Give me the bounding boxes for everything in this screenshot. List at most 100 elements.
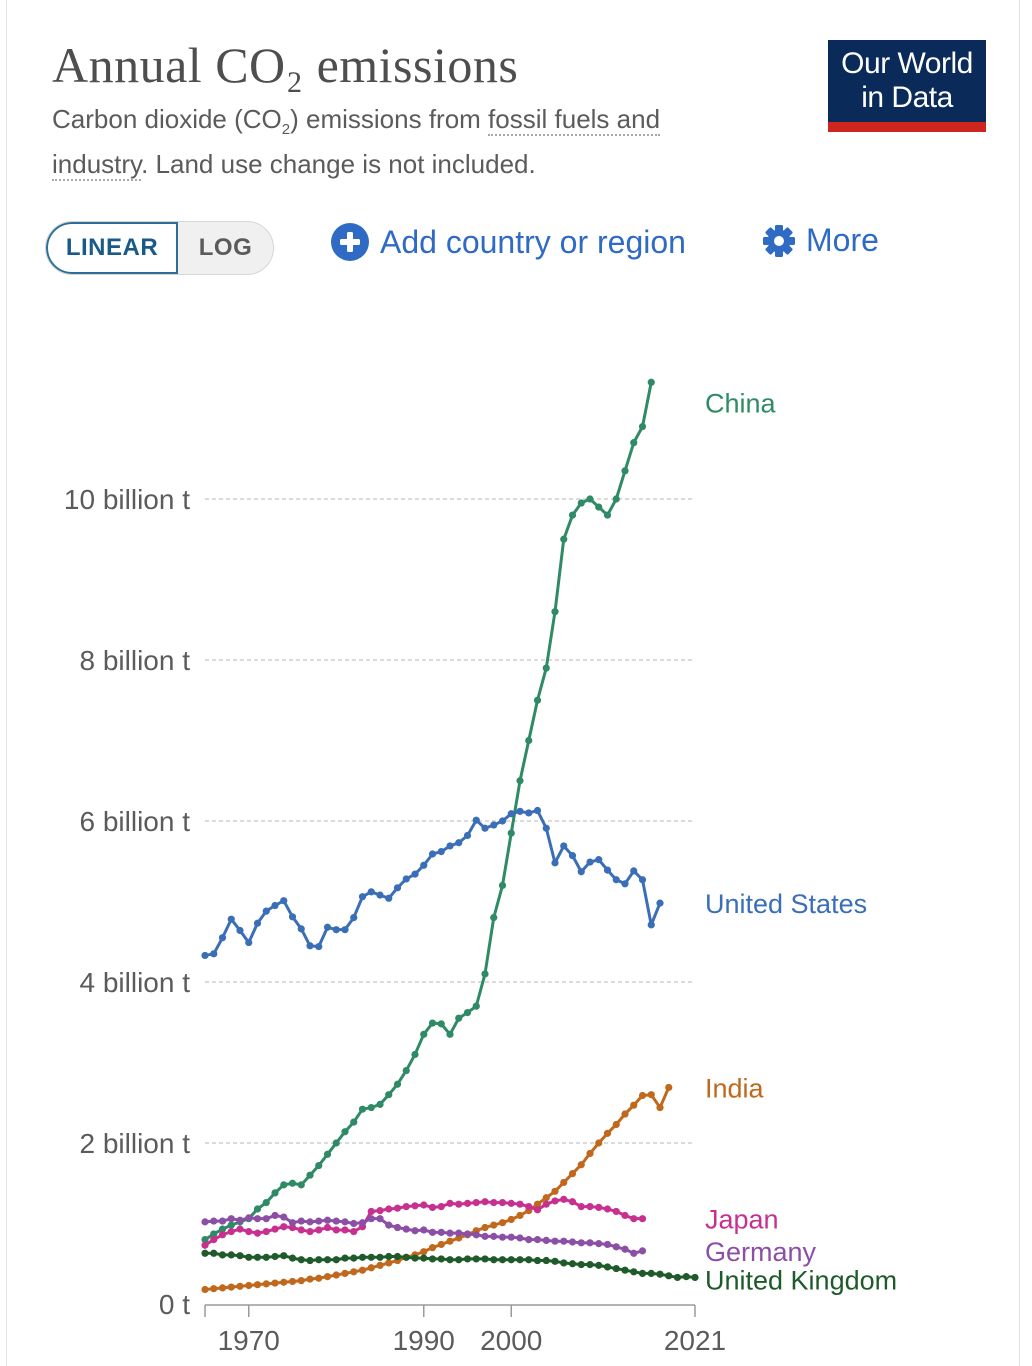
- united-states-point: [367, 888, 375, 896]
- united-kingdom-point: [315, 1256, 323, 1264]
- gear-icon: [763, 224, 795, 257]
- united-kingdom-point: [638, 1269, 647, 1278]
- chart-card: Annual CO₂ emissions Carbon dioxide (CO2…: [6, 0, 1020, 1366]
- germany-point: [315, 1217, 323, 1225]
- india-point: [245, 1281, 253, 1290]
- germany-point: [525, 1236, 533, 1244]
- united-states-point: [227, 915, 235, 923]
- germany-point: [350, 1219, 358, 1228]
- log-scale-button[interactable]: LOG: [198, 234, 253, 261]
- united-kingdom-point: [551, 1257, 559, 1265]
- china-point: [638, 422, 647, 431]
- india-point: [490, 1221, 498, 1229]
- united-states-point: [533, 806, 542, 815]
- china-point: [262, 1198, 270, 1207]
- japan-point: [560, 1195, 568, 1203]
- germany-point: [323, 1216, 332, 1224]
- subtitle-text-1: Carbon dioxide (CO: [52, 104, 282, 134]
- united-kingdom-point: [560, 1259, 568, 1267]
- linear-scale-button[interactable]: LINEAR: [46, 222, 178, 274]
- china-label: China: [705, 388, 777, 418]
- china-line: [204, 381, 653, 1241]
- japan-point: [411, 1202, 419, 1210]
- japan-point: [271, 1225, 279, 1233]
- united-states-point: [271, 901, 279, 910]
- india-point: [218, 1284, 227, 1292]
- japan-point: [428, 1203, 437, 1211]
- fossil-fuels-link[interactable]: fossil fuels and industry: [52, 104, 661, 182]
- germany-point: [603, 1240, 612, 1249]
- india-point: [481, 1223, 489, 1232]
- add-country-button[interactable]: Add country or region: [330, 222, 686, 262]
- china-point: [612, 495, 620, 503]
- united-kingdom-point: [350, 1254, 358, 1262]
- chart-title: Annual CO₂ emissions: [52, 37, 519, 93]
- japan-point: [630, 1215, 638, 1223]
- united-states-point: [280, 897, 288, 905]
- x-tick-label: 1990: [393, 1325, 455, 1356]
- china-point: [227, 1221, 235, 1229]
- united-kingdom-point: [621, 1266, 629, 1274]
- united-kingdom-point: [402, 1253, 410, 1261]
- india-point: [297, 1277, 305, 1285]
- india-point: [332, 1271, 340, 1279]
- india-point: [638, 1091, 647, 1100]
- china-point: [603, 511, 612, 519]
- united-kingdom-point: [446, 1256, 454, 1264]
- india-point: [516, 1211, 524, 1220]
- china-point: [218, 1225, 227, 1233]
- japan-point: [253, 1229, 262, 1237]
- india-point: [358, 1266, 367, 1274]
- china-point: [621, 467, 629, 475]
- united-states-point: [507, 810, 515, 818]
- china-point: [490, 914, 498, 922]
- united-kingdom-point: [297, 1256, 305, 1264]
- united-states-point: [630, 867, 638, 875]
- china-point: [577, 499, 585, 507]
- india-point: [306, 1275, 314, 1283]
- china-point: [210, 1230, 218, 1238]
- united-kingdom-point: [210, 1249, 218, 1257]
- india-point: [542, 1194, 550, 1202]
- india-point: [568, 1169, 577, 1178]
- india-point: [586, 1149, 594, 1158]
- japan-point: [568, 1198, 577, 1206]
- china-point: [437, 1020, 445, 1028]
- chart-subtitle: Carbon dioxide (CO2) emissions from foss…: [52, 102, 732, 182]
- germany-label: Germany: [705, 1237, 817, 1267]
- united-kingdom-point: [630, 1268, 638, 1276]
- germany-point: [288, 1219, 297, 1227]
- germany-point: [271, 1211, 279, 1220]
- united-states-point: [393, 884, 402, 892]
- india-point: [560, 1178, 568, 1187]
- india-point: [271, 1279, 279, 1287]
- united-kingdom-point: [385, 1252, 393, 1261]
- japan-point: [210, 1236, 218, 1244]
- united-kingdom-point: [472, 1255, 480, 1263]
- united-states-point: [315, 942, 323, 951]
- united-kingdom-point: [507, 1256, 515, 1264]
- india-point: [315, 1274, 323, 1282]
- germany-point: [201, 1218, 209, 1226]
- owid-logo[interactable]: Our World in Data: [828, 40, 986, 132]
- china-point: [297, 1181, 305, 1189]
- japan-point: [577, 1202, 585, 1211]
- china-point: [455, 1014, 463, 1022]
- germany-point: [385, 1221, 393, 1229]
- united-kingdom-point: [542, 1256, 550, 1265]
- japan-point: [350, 1227, 358, 1236]
- japan-point: [525, 1202, 533, 1211]
- united-states-point: [288, 913, 297, 921]
- japan-point: [551, 1197, 559, 1205]
- china-point: [568, 511, 577, 519]
- germany-point: [218, 1217, 227, 1225]
- india-point: [253, 1281, 262, 1289]
- united-states-point: [402, 875, 410, 883]
- china-point: [288, 1179, 297, 1187]
- china-point: [280, 1181, 288, 1189]
- united-kingdom-point: [525, 1256, 533, 1264]
- japan-point: [218, 1231, 227, 1239]
- more-button[interactable]: More: [762, 222, 879, 259]
- india-point: [280, 1278, 288, 1286]
- logo-line-2: in Data: [861, 81, 953, 114]
